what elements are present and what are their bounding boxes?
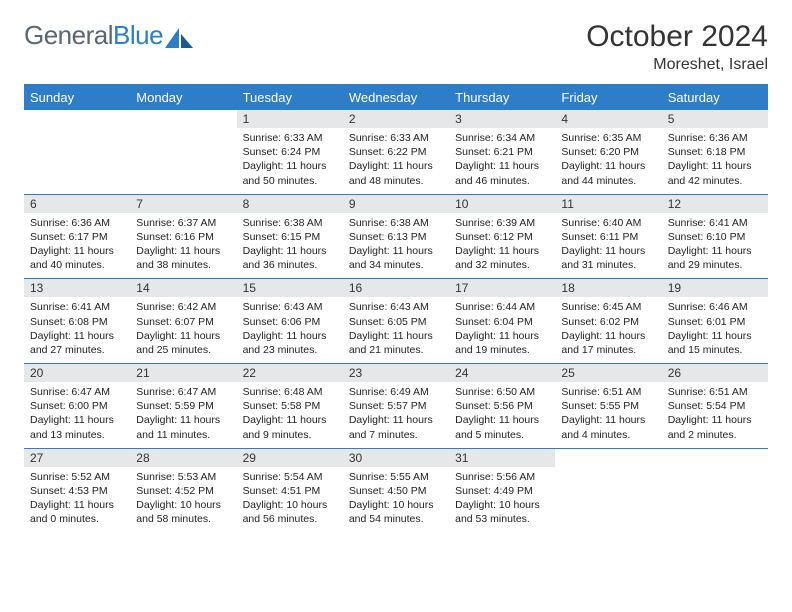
day-number-cell: 24 [449, 364, 555, 383]
day-content-cell: Sunrise: 5:53 AM Sunset: 4:52 PM Dayligh… [130, 467, 236, 533]
day-number-cell: 3 [449, 110, 555, 129]
day-number-row: 13141516171819 [24, 279, 768, 298]
day-number-cell: 28 [130, 448, 236, 467]
day-number-cell: 6 [24, 194, 130, 213]
weekday-header: Monday [130, 85, 236, 110]
day-content-cell: Sunrise: 6:38 AM Sunset: 6:15 PM Dayligh… [237, 213, 343, 279]
day-content-cell: Sunrise: 6:33 AM Sunset: 6:24 PM Dayligh… [237, 128, 343, 194]
day-number-cell: 19 [662, 279, 768, 298]
day-content-cell: Sunrise: 6:38 AM Sunset: 6:13 PM Dayligh… [343, 213, 449, 279]
day-number-cell: 30 [343, 448, 449, 467]
day-number-cell: 14 [130, 279, 236, 298]
day-content-cell: Sunrise: 6:36 AM Sunset: 6:17 PM Dayligh… [24, 213, 130, 279]
day-content-cell: Sunrise: 6:39 AM Sunset: 6:12 PM Dayligh… [449, 213, 555, 279]
day-number-cell [662, 448, 768, 467]
day-number-cell: 31 [449, 448, 555, 467]
day-content-cell: Sunrise: 6:46 AM Sunset: 6:01 PM Dayligh… [662, 297, 768, 363]
day-number-cell: 1 [237, 110, 343, 129]
day-content-row: Sunrise: 6:47 AM Sunset: 6:00 PM Dayligh… [24, 382, 768, 448]
day-content-cell [24, 128, 130, 194]
day-content-row: Sunrise: 6:36 AM Sunset: 6:17 PM Dayligh… [24, 213, 768, 279]
calendar-grid: Sunday Monday Tuesday Wednesday Thursday… [24, 84, 768, 532]
day-content-cell: Sunrise: 5:55 AM Sunset: 4:50 PM Dayligh… [343, 467, 449, 533]
day-content-cell [130, 128, 236, 194]
day-number-cell: 29 [237, 448, 343, 467]
day-number-cell: 25 [555, 364, 661, 383]
day-number-cell: 12 [662, 194, 768, 213]
day-content-cell: Sunrise: 6:42 AM Sunset: 6:07 PM Dayligh… [130, 297, 236, 363]
day-content-cell: Sunrise: 6:49 AM Sunset: 5:57 PM Dayligh… [343, 382, 449, 448]
day-number-row: 12345 [24, 110, 768, 129]
weekday-header: Friday [555, 85, 661, 110]
sail-icon [165, 28, 193, 48]
day-number-cell: 5 [662, 110, 768, 129]
day-number-cell: 27 [24, 448, 130, 467]
day-content-cell: Sunrise: 6:47 AM Sunset: 6:00 PM Dayligh… [24, 382, 130, 448]
day-number-cell: 15 [237, 279, 343, 298]
day-content-cell: Sunrise: 6:45 AM Sunset: 6:02 PM Dayligh… [555, 297, 661, 363]
weekday-header: Sunday [24, 85, 130, 110]
location-label: Moreshet, Israel [586, 56, 768, 74]
day-content-row: Sunrise: 5:52 AM Sunset: 4:53 PM Dayligh… [24, 467, 768, 533]
day-content-row: Sunrise: 6:33 AM Sunset: 6:24 PM Dayligh… [24, 128, 768, 194]
day-content-cell: Sunrise: 6:40 AM Sunset: 6:11 PM Dayligh… [555, 213, 661, 279]
day-content-cell [555, 467, 661, 533]
day-number-cell: 26 [662, 364, 768, 383]
day-number-cell: 21 [130, 364, 236, 383]
day-number-cell: 17 [449, 279, 555, 298]
day-number-cell: 18 [555, 279, 661, 298]
title-block: October 2024 Moreshet, Israel [586, 20, 768, 74]
weekday-header: Tuesday [237, 85, 343, 110]
day-number-cell: 9 [343, 194, 449, 213]
day-content-cell: Sunrise: 6:35 AM Sunset: 6:20 PM Dayligh… [555, 128, 661, 194]
day-content-cell: Sunrise: 5:56 AM Sunset: 4:49 PM Dayligh… [449, 467, 555, 533]
brand-logo: GeneralBlue [24, 20, 193, 51]
day-content-cell: Sunrise: 6:48 AM Sunset: 5:58 PM Dayligh… [237, 382, 343, 448]
brand-part2: Blue [113, 20, 163, 51]
day-number-cell: 11 [555, 194, 661, 213]
weekday-header-row: Sunday Monday Tuesday Wednesday Thursday… [24, 85, 768, 110]
day-content-cell: Sunrise: 5:54 AM Sunset: 4:51 PM Dayligh… [237, 467, 343, 533]
day-number-cell: 4 [555, 110, 661, 129]
calendar-page: GeneralBlue October 2024 Moreshet, Israe… [0, 0, 792, 552]
day-number-cell: 8 [237, 194, 343, 213]
brand-part1: General [24, 20, 113, 51]
month-title: October 2024 [586, 20, 768, 54]
day-content-cell: Sunrise: 6:50 AM Sunset: 5:56 PM Dayligh… [449, 382, 555, 448]
day-content-cell: Sunrise: 6:44 AM Sunset: 6:04 PM Dayligh… [449, 297, 555, 363]
day-content-cell: Sunrise: 6:47 AM Sunset: 5:59 PM Dayligh… [130, 382, 236, 448]
day-content-row: Sunrise: 6:41 AM Sunset: 6:08 PM Dayligh… [24, 297, 768, 363]
day-number-cell: 22 [237, 364, 343, 383]
day-content-cell: Sunrise: 5:52 AM Sunset: 4:53 PM Dayligh… [24, 467, 130, 533]
day-number-cell: 13 [24, 279, 130, 298]
day-content-cell: Sunrise: 6:43 AM Sunset: 6:05 PM Dayligh… [343, 297, 449, 363]
header: GeneralBlue October 2024 Moreshet, Israe… [24, 20, 768, 74]
day-content-cell: Sunrise: 6:43 AM Sunset: 6:06 PM Dayligh… [237, 297, 343, 363]
day-content-cell: Sunrise: 6:33 AM Sunset: 6:22 PM Dayligh… [343, 128, 449, 194]
weekday-header: Wednesday [343, 85, 449, 110]
day-number-cell: 16 [343, 279, 449, 298]
calendar-body: 12345Sunrise: 6:33 AM Sunset: 6:24 PM Da… [24, 110, 768, 533]
day-content-cell [662, 467, 768, 533]
day-number-cell: 20 [24, 364, 130, 383]
day-number-cell: 23 [343, 364, 449, 383]
day-number-cell [555, 448, 661, 467]
day-number-cell: 7 [130, 194, 236, 213]
day-number-row: 6789101112 [24, 194, 768, 213]
day-content-cell: Sunrise: 6:36 AM Sunset: 6:18 PM Dayligh… [662, 128, 768, 194]
day-number-row: 2728293031 [24, 448, 768, 467]
day-content-cell: Sunrise: 6:37 AM Sunset: 6:16 PM Dayligh… [130, 213, 236, 279]
day-number-cell [130, 110, 236, 129]
weekday-header: Saturday [662, 85, 768, 110]
day-content-cell: Sunrise: 6:51 AM Sunset: 5:54 PM Dayligh… [662, 382, 768, 448]
day-content-cell: Sunrise: 6:34 AM Sunset: 6:21 PM Dayligh… [449, 128, 555, 194]
day-content-cell: Sunrise: 6:41 AM Sunset: 6:08 PM Dayligh… [24, 297, 130, 363]
day-content-cell: Sunrise: 6:41 AM Sunset: 6:10 PM Dayligh… [662, 213, 768, 279]
day-number-cell [24, 110, 130, 129]
day-number-row: 20212223242526 [24, 364, 768, 383]
day-number-cell: 2 [343, 110, 449, 129]
day-content-cell: Sunrise: 6:51 AM Sunset: 5:55 PM Dayligh… [555, 382, 661, 448]
weekday-header: Thursday [449, 85, 555, 110]
day-number-cell: 10 [449, 194, 555, 213]
